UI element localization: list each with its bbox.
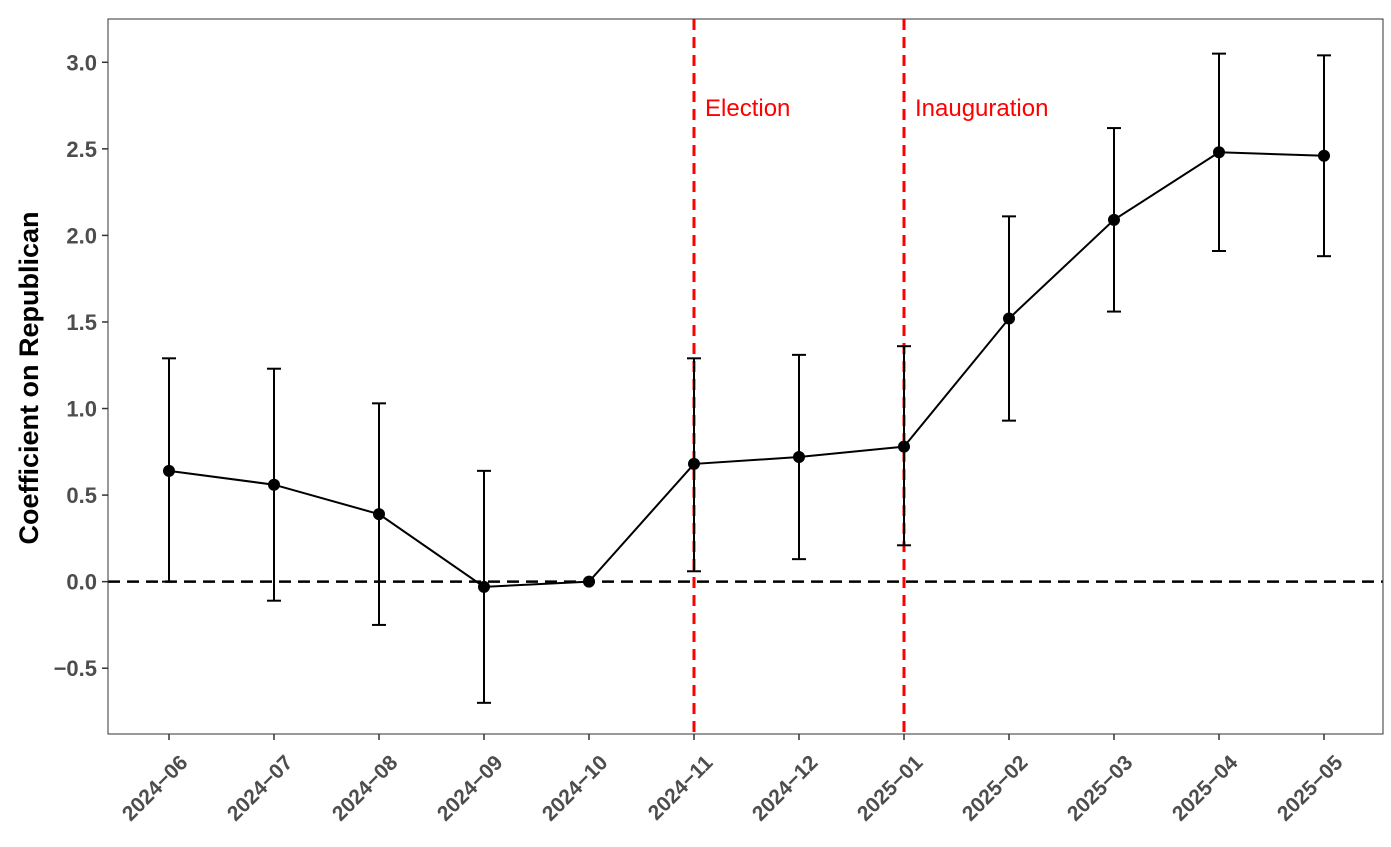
event-label: Election: [705, 95, 790, 122]
y-tick-label: 0.0: [66, 570, 97, 595]
data-point: [793, 451, 805, 464]
data-point: [688, 457, 700, 470]
y-axis-title: Coefficient on Republican: [14, 211, 44, 544]
data-point: [898, 440, 910, 453]
y-tick-label: 1.5: [66, 310, 97, 335]
y-tick-label: 2.0: [66, 223, 97, 248]
data-point: [373, 508, 385, 521]
y-tick-label: −0.5: [54, 656, 97, 681]
series-layer: [162, 52, 1331, 704]
plot-panel-border: [107, 18, 1384, 735]
data-point: [478, 580, 490, 593]
data-point: [1003, 312, 1015, 325]
data-point: [163, 464, 175, 477]
data-point: [583, 575, 595, 588]
data-point: [268, 478, 280, 491]
y-tick-label: 2.5: [66, 137, 97, 162]
data-point: [1213, 146, 1225, 159]
y-tick-label: 3.0: [66, 50, 97, 75]
event-lines-layer: Election Inauguration: [692, 19, 1048, 734]
series-line: [168, 151, 1325, 588]
event-label: Inauguration: [915, 95, 1048, 122]
data-point: [1318, 149, 1330, 162]
y-tick-label: 0.5: [66, 483, 97, 508]
y-tick-label: 1.0: [66, 397, 97, 422]
data-point: [1108, 213, 1120, 226]
